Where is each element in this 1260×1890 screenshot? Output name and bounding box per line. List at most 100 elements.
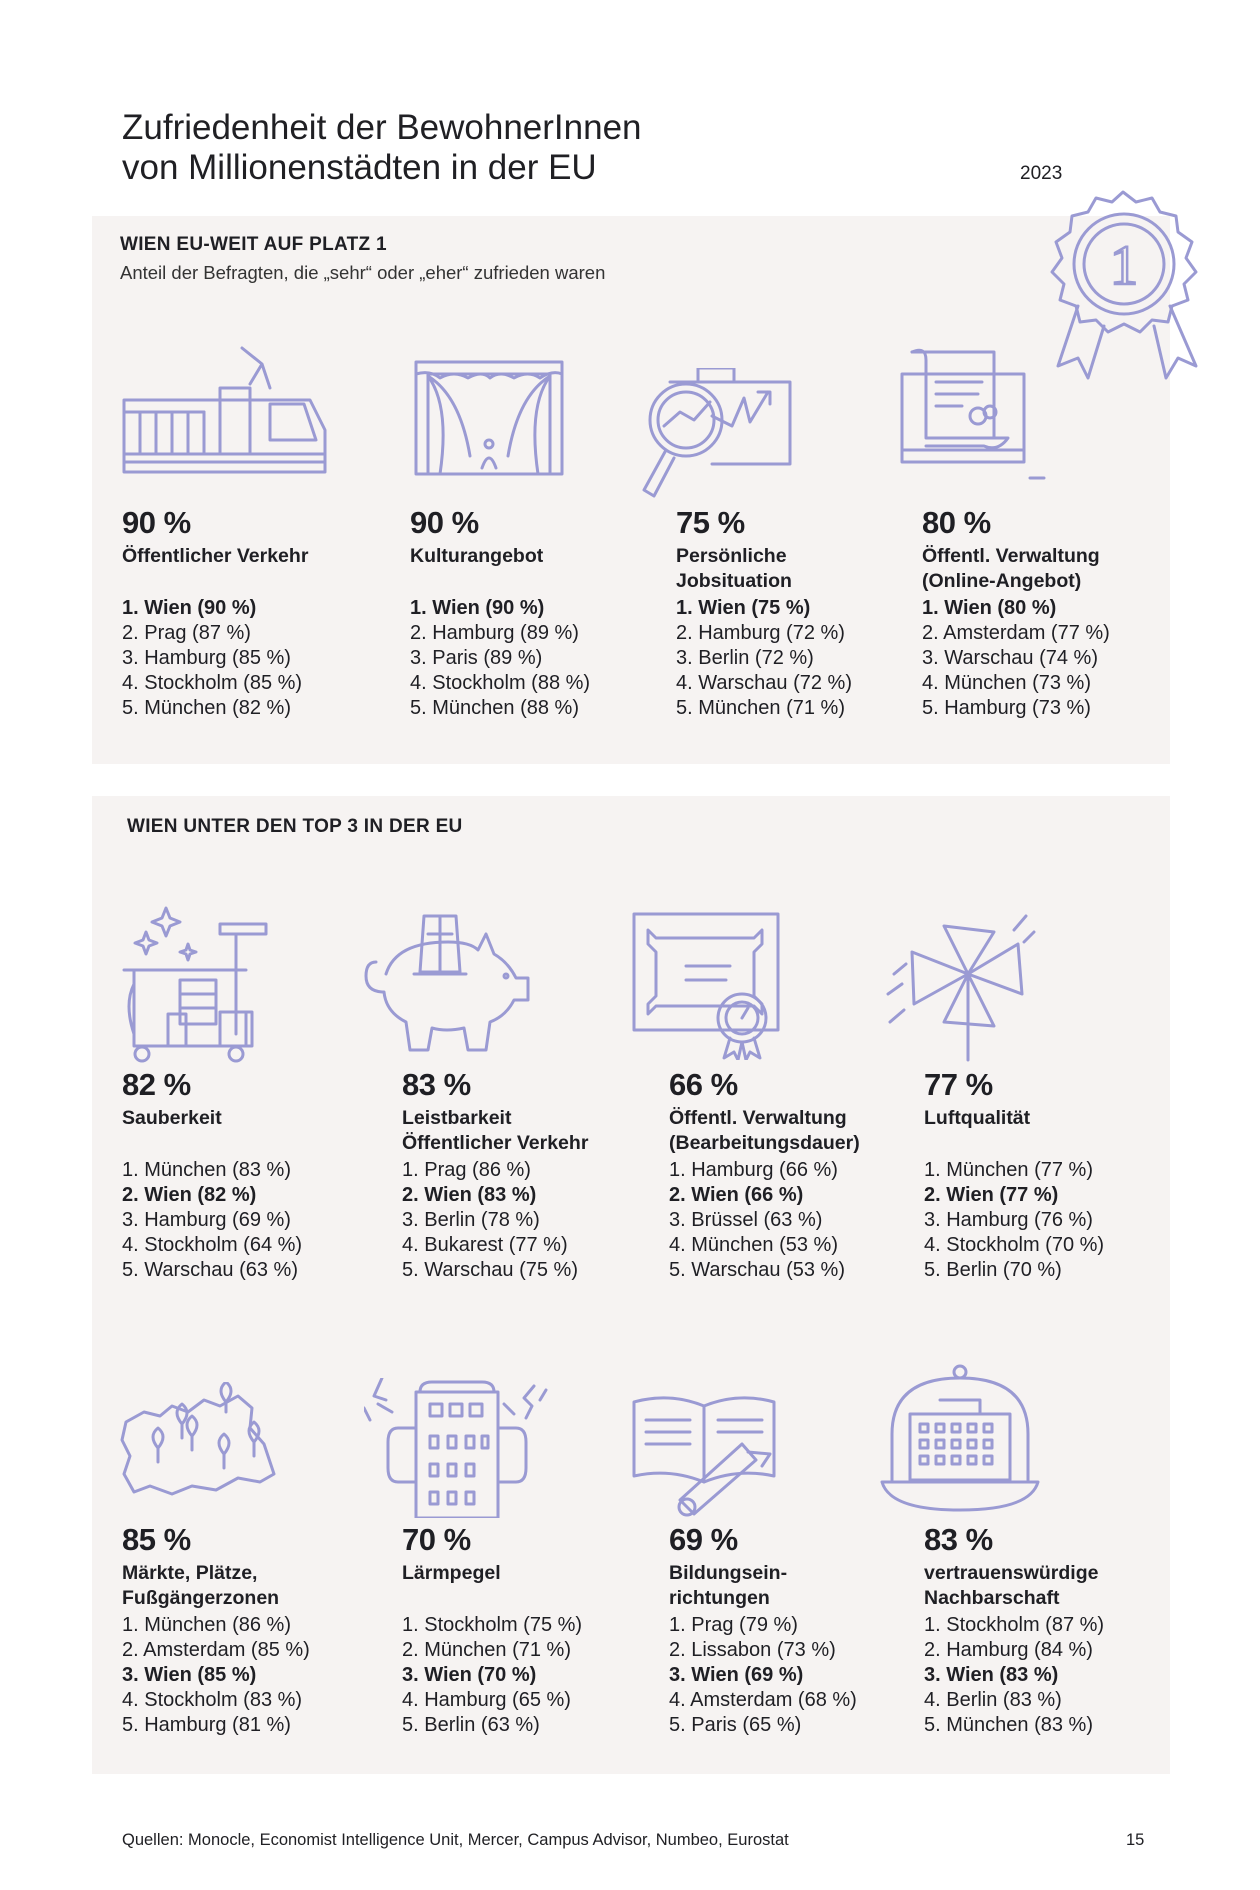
ranking-entry: 4. Bukarest (77 %) <box>402 1234 568 1256</box>
stat-card-job: 75 % Persönliche Jobsituation 1. Wien (7… <box>676 506 926 721</box>
certificate-icon <box>630 910 790 1060</box>
ranking-entry: 5. Berlin (70 %) <box>924 1259 1062 1281</box>
ranking-entry: 3. Berlin (72 %) <box>676 647 814 669</box>
ranking-entry: 4. Amsterdam (68 %) <box>669 1689 857 1711</box>
building-bell-jar-icon <box>880 1364 1040 1514</box>
stat-category: Persönliche Jobsituation <box>676 545 792 592</box>
ranking-entry: 1. Stockholm (75 %) <box>402 1614 583 1636</box>
year-label: 2023 <box>1020 163 1063 184</box>
stat-percent: 85 % <box>122 1522 191 1557</box>
ranking-entry: 4. München (53 %) <box>669 1234 838 1256</box>
stat-category: Öffentl. Verwaltung (Online-Angebot) <box>922 545 1100 592</box>
stat-category: Öffentl. Verwaltung (Bearbeitungsdauer) <box>669 1107 860 1154</box>
ranking-entry: 3. Wien (85 %) <box>122 1664 257 1686</box>
section-top1-heading: WIEN EU-WEIT AUF PLATZ 1 <box>120 234 387 255</box>
ranking-entry: 1. Hamburg (66 %) <box>669 1159 838 1181</box>
ranking-list: 1. Wien (90 %) 2. Prag (87 %) 3. Hamburg (… <box>122 596 372 721</box>
ranking-entry: 3. Hamburg (69 %) <box>122 1209 291 1231</box>
stat-category: Märkte, Plätze, Fußgängerzonen <box>122 1562 280 1609</box>
ranking-entry: 2. Lissabon (73 %) <box>669 1639 836 1661</box>
ranking-entry: 1. Prag (86 %) <box>402 1159 531 1181</box>
piggy-bank-ticket-icon <box>356 912 536 1052</box>
ranking-list: 1. München (86 %) 2. Amsterdam (85 %) 3. W… <box>122 1613 372 1738</box>
stat-percent: 77 % <box>924 1067 993 1102</box>
page-title: Zufriedenheit der BewohnerInnen von Mill… <box>122 108 942 188</box>
stat-card-verwaltung-online: 80 % Öffentl. Verwaltung (Online-Angebot… <box>922 506 1172 721</box>
ranking-entry: 1. München (83 %) <box>122 1159 291 1181</box>
ranking-list: 1. Stockholm (87 %) 2. Hamburg (84 %) 3. W… <box>924 1613 1174 1738</box>
section-top3-heading: WIEN UNTER DEN TOP 3 IN DER EU <box>127 816 463 837</box>
ranking-entry: 3. Warschau (74 %) <box>922 647 1098 669</box>
ranking-list: 1. Wien (90 %) 2. Hamburg (89 %) 3. Paris … <box>410 596 660 721</box>
ranking-entry: 2. Hamburg (72 %) <box>676 622 845 644</box>
section-top3-panel: WIEN UNTER DEN TOP 3 IN DER EU <box>92 796 1170 1774</box>
stat-category: Leistbarkeit Öffentlicher Verkehr <box>402 1107 589 1154</box>
stat-card-bildung: 69 % Bildungsein- richtungen 1. Prag (79… <box>669 1523 919 1738</box>
stat-card-nachbarschaft: 83 % vertrauenswürdige Nachbarschaft 1. … <box>924 1523 1174 1738</box>
ranking-entry: 4. München (73 %) <box>922 672 1091 694</box>
ranking-entry: 5. Warschau (75 %) <box>402 1259 578 1281</box>
ranking-entry: 2. Wien (83 %) <box>402 1184 537 1206</box>
ranking-entry: 1. Wien (90 %) <box>122 597 257 619</box>
ranking-entry: 1. München (86 %) <box>122 1614 291 1636</box>
stat-category: Lärmpegel <box>402 1562 501 1584</box>
stat-card-laermpegel: 70 % Lärmpegel 1. Stockholm (75 %) 2. Mün… <box>402 1523 652 1738</box>
stat-category: Bildungsein- richtungen <box>669 1562 788 1609</box>
briefcase-magnifier-icon <box>640 368 800 518</box>
ranking-list: 1. München (83 %) 2. Wien (82 %) 3. Hambur… <box>122 1158 372 1283</box>
pinwheel-icon <box>884 904 1044 1064</box>
ranking-list: 1. Prag (79 %) 2. Lissabon (73 %) 3. Wien … <box>669 1613 919 1738</box>
ranking-entry: 2. Wien (77 %) <box>924 1184 1059 1206</box>
ranking-entry: 5. Warschau (53 %) <box>669 1259 845 1281</box>
ranking-entry: 2. Wien (66 %) <box>669 1184 804 1206</box>
ranking-entry: 1. Wien (90 %) <box>410 597 545 619</box>
ranking-entry: 1. München (77 %) <box>924 1159 1093 1181</box>
ranking-entry: 4. Stockholm (88 %) <box>410 672 591 694</box>
medal-number: 1 <box>1110 235 1138 297</box>
stat-card-verkehr: 90 % Öffentlicher Verkehr 1. Wien (90 %)… <box>122 506 372 721</box>
theater-stage-icon <box>410 356 570 476</box>
ranking-list: 1. Prag (86 %) 2. Wien (83 %) 3. Berlin (7… <box>402 1158 652 1283</box>
ranking-entry: 5. Paris (65 %) <box>669 1714 802 1736</box>
ranking-entry: 3. Wien (69 %) <box>669 1664 804 1686</box>
stat-category: Sauberkeit <box>122 1107 222 1129</box>
ranking-entry: 1. Wien (75 %) <box>676 597 811 619</box>
ranking-entry: 5. Berlin (63 %) <box>402 1714 540 1736</box>
ranking-entry: 3. Hamburg (85 %) <box>122 647 291 669</box>
ranking-entry: 5. Hamburg (73 %) <box>922 697 1091 719</box>
ranking-entry: 2. Amsterdam (77 %) <box>922 622 1110 644</box>
ranking-entry: 1. Stockholm (87 %) <box>924 1614 1105 1636</box>
ranking-entry: 3. Wien (70 %) <box>402 1664 537 1686</box>
stat-card-bearbeitungsdauer: 66 % Öffentl. Verwaltung (Bearbeitungsda… <box>669 1068 919 1283</box>
ranking-entry: 4. Warschau (72 %) <box>676 672 852 694</box>
sources-footnote: Quellen: Monocle, Economist Intelligence… <box>122 1831 789 1849</box>
ranking-entry: 1. Prag (79 %) <box>669 1614 798 1636</box>
computer-document-icon <box>898 346 1048 486</box>
ranking-entry: 4. Stockholm (64 %) <box>122 1234 303 1256</box>
stat-category: Öffentlicher Verkehr <box>122 545 309 567</box>
stat-percent: 80 % <box>922 505 991 540</box>
ranking-entry: 3. Berlin (78 %) <box>402 1209 540 1231</box>
ranking-entry: 4. Hamburg (65 %) <box>402 1689 571 1711</box>
stat-card-leistbarkeit: 83 % Leistbarkeit Öffentlicher Verkehr 1… <box>402 1068 652 1283</box>
stat-percent: 90 % <box>122 505 191 540</box>
section-top1-subheading: Anteil der Befragten, die „sehr“ oder „e… <box>120 262 606 283</box>
ranking-entry: 3. Hamburg (76 %) <box>924 1209 1093 1231</box>
ranking-entry: 3. Wien (83 %) <box>924 1664 1059 1686</box>
ranking-list: 1. Stockholm (75 %) 2. München (71 %) 3. W… <box>402 1613 652 1738</box>
tram-icon <box>120 344 340 474</box>
ranking-entry: 5. Hamburg (81 %) <box>122 1714 291 1736</box>
ranking-entry: 4. Stockholm (85 %) <box>122 672 303 694</box>
ranking-entry: 2. Amsterdam (85 %) <box>122 1639 310 1661</box>
stat-percent: 90 % <box>410 505 479 540</box>
title-line-2: von Millionenstädten in der EU <box>122 148 597 187</box>
cleaning-cart-icon <box>120 904 270 1064</box>
stat-percent: 82 % <box>122 1067 191 1102</box>
stat-percent: 83 % <box>402 1067 471 1102</box>
ranking-entry: 3. Paris (89 %) <box>410 647 543 669</box>
ranking-entry: 4. Berlin (83 %) <box>924 1689 1062 1711</box>
ranking-list: 1. München (77 %) 2. Wien (77 %) 3. Hambur… <box>924 1158 1174 1283</box>
building-headphones-icon <box>364 1378 554 1518</box>
stat-card-luftqualitaet: 77 % Luftqualität 1. München (77 %) 2. Wi… <box>924 1068 1174 1283</box>
title-line-1: Zufriedenheit der BewohnerInnen <box>122 108 642 147</box>
